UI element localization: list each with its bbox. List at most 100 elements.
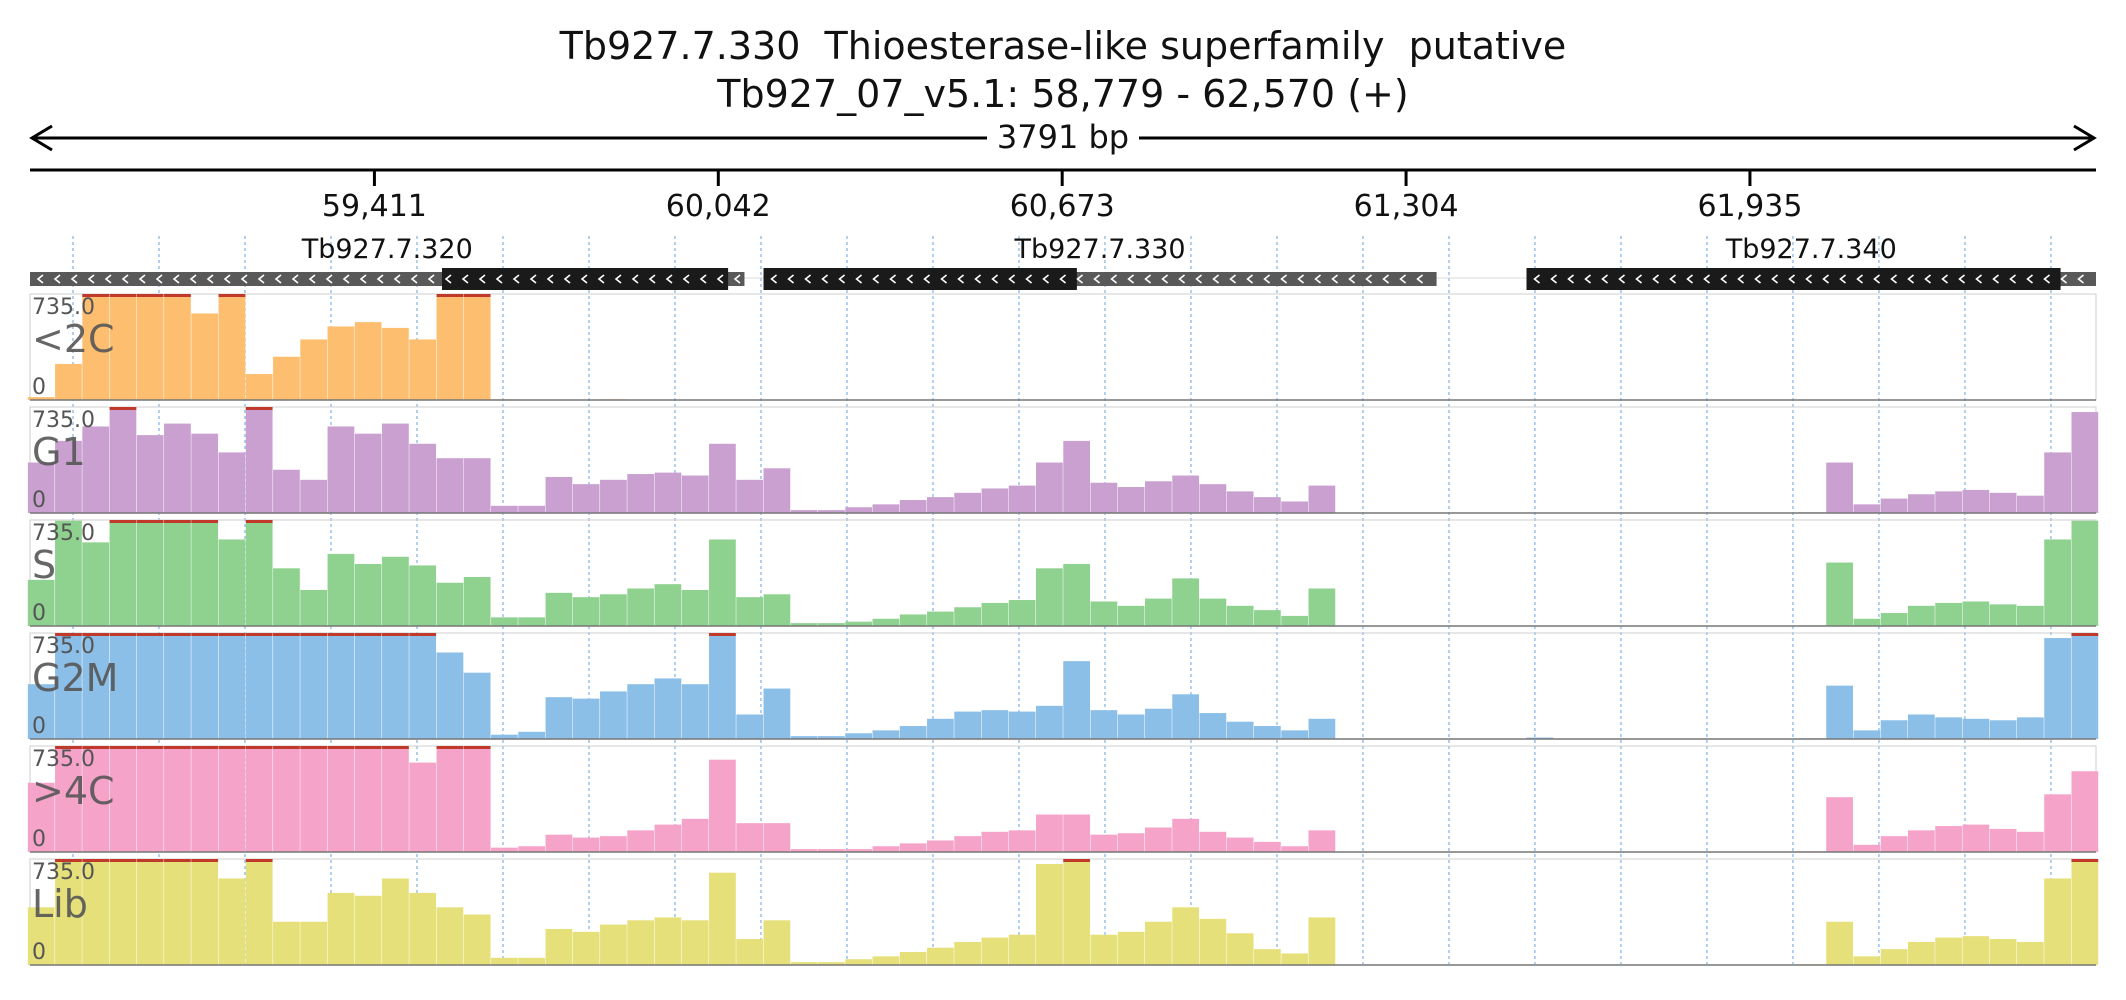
coverage-bar	[409, 762, 437, 852]
strand-arrow-icon	[838, 274, 846, 284]
coverage-bar	[899, 843, 927, 852]
coverage-bar	[627, 474, 655, 513]
gene-label: Tb927.7.330	[1014, 234, 1186, 265]
coverage-bar	[409, 339, 437, 400]
coverage-bar	[654, 472, 682, 513]
coverage-bar	[300, 589, 328, 626]
clipped-value-marker	[354, 746, 382, 749]
coverage-bar	[518, 505, 546, 513]
coverage-bar	[1880, 949, 1908, 965]
gene-label: Tb927.7.340	[1725, 234, 1897, 265]
strand-arrow-icon	[631, 274, 639, 284]
coverage-bar	[845, 621, 873, 626]
clipped-value-marker	[300, 633, 328, 636]
strand-arrow-icon	[546, 274, 554, 284]
coverage-bar	[600, 836, 627, 852]
strand-arrow-icon	[257, 274, 265, 284]
coverage-bar	[2016, 831, 2044, 852]
gene-cds-bar[interactable]	[1526, 268, 2061, 290]
clipped-value-marker	[55, 633, 82, 636]
strand-arrow-icon	[2077, 274, 2085, 284]
coverage-bar	[245, 374, 273, 400]
coverage-bar	[218, 878, 246, 965]
coverage-bar	[1989, 492, 2017, 513]
coverage-bar	[218, 294, 246, 400]
clipped-value-marker	[164, 294, 191, 297]
coverage-bar	[1907, 830, 1935, 852]
clipped-value-marker	[109, 859, 137, 862]
coverage-bar	[872, 956, 900, 965]
coverage-bar	[300, 633, 328, 739]
coverage-bar	[1226, 721, 1254, 739]
strand-arrow-icon	[889, 274, 897, 284]
coverage-bar	[627, 588, 655, 626]
coverage-bar	[1199, 484, 1227, 513]
coverage-bar	[545, 834, 573, 852]
coverage-bar	[463, 458, 491, 513]
coverage-bar	[763, 823, 791, 852]
coverage-bar	[1989, 604, 2017, 626]
coverage-bar	[1008, 485, 1036, 513]
coverage-bar	[981, 710, 1009, 739]
coverage-bar	[382, 878, 409, 965]
coverage-bar	[27, 782, 55, 852]
ruler-tick-label: 59,411	[322, 189, 427, 224]
coverage-bar	[818, 623, 845, 626]
strand-arrow-icon	[1601, 274, 1609, 284]
coverage-bar	[191, 633, 219, 739]
coverage-bar	[1853, 618, 1881, 626]
track-min-label: 0	[32, 827, 46, 852]
strand-arrow-icon	[155, 274, 163, 284]
coverage-bar	[681, 475, 709, 513]
coverage-bar	[273, 746, 300, 852]
track-name: G2M	[32, 656, 118, 700]
coverage-bar	[409, 892, 437, 965]
coverage-bar	[82, 542, 110, 626]
coverage-bar	[2044, 452, 2071, 513]
coverage-bar	[191, 313, 219, 400]
coverage-bar	[845, 849, 873, 852]
coverage-bar	[736, 714, 764, 739]
clipped-value-marker	[2071, 859, 2099, 862]
track-min-label: 0	[32, 375, 46, 400]
strand-arrow-icon	[308, 274, 316, 284]
coverage-bar	[1172, 475, 1200, 513]
coverage-bar	[136, 294, 164, 400]
track-max-label: 735.0	[32, 295, 95, 320]
track-name: G1	[32, 430, 86, 474]
clipped-value-marker	[136, 746, 164, 749]
strand-arrow-icon	[1822, 274, 1830, 284]
track-max-label: 735.0	[32, 860, 95, 885]
coverage-bar	[382, 633, 409, 739]
ruler-tick-label: 60,673	[1010, 189, 1115, 224]
coverage-bar	[136, 520, 164, 626]
coverage-bar	[1063, 440, 1091, 513]
coverage-bar	[1145, 481, 1172, 513]
strand-arrow-icon	[172, 274, 180, 284]
coverage-bar	[709, 872, 736, 965]
coverage-bar	[1907, 941, 1935, 965]
coverage-bar	[2016, 717, 2044, 739]
coverage-bar	[1281, 615, 1309, 626]
clipped-value-marker	[327, 633, 355, 636]
gene-cds-bar[interactable]	[442, 268, 729, 290]
coverage-bar	[736, 939, 764, 965]
coverage-bar	[872, 730, 900, 739]
coverage-bar	[1308, 485, 1336, 513]
coverage-bar	[491, 734, 518, 739]
strand-arrow-icon	[1550, 274, 1558, 284]
span-arrow-left-head	[29, 124, 53, 152]
coverage-bar	[654, 917, 682, 965]
coverage-bar	[164, 633, 191, 739]
coverage-bar	[1308, 830, 1336, 852]
coverage-bar	[136, 633, 164, 739]
gene-cds-bar[interactable]	[763, 268, 1077, 290]
strand-arrow-icon	[1584, 274, 1592, 284]
strand-arrow-icon	[2043, 274, 2051, 284]
region-length-label: 3791 bp	[986, 118, 1140, 156]
strand-arrow-icon	[1161, 274, 1169, 284]
coverage-bar	[354, 746, 382, 852]
strand-arrow-icon	[393, 274, 401, 284]
clipped-value-marker	[382, 633, 409, 636]
